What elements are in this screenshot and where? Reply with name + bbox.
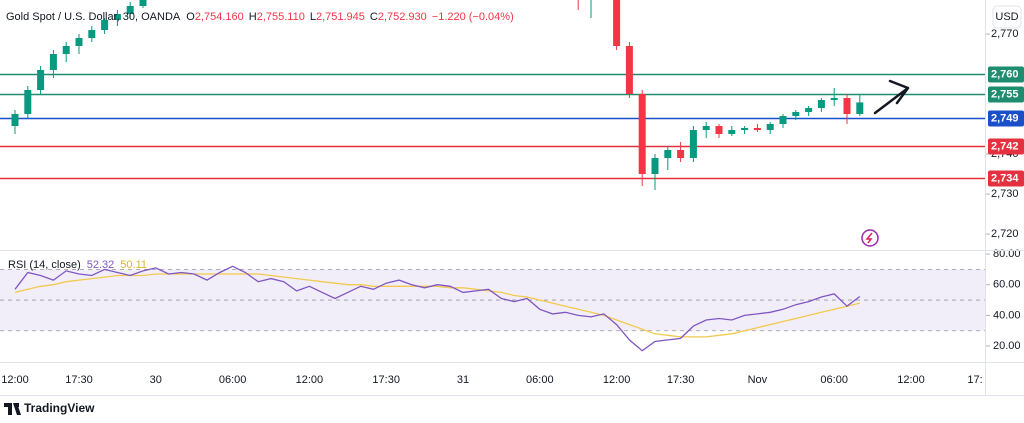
candle-body xyxy=(805,108,813,112)
level-label: 2,760 xyxy=(991,68,1019,80)
ohlc-value: 2,751.945 xyxy=(316,11,365,23)
brand-logo xyxy=(4,403,21,415)
event-icon-bolt xyxy=(865,232,873,244)
level-label-bg xyxy=(988,66,1024,83)
candle-body xyxy=(613,0,621,46)
candle-body xyxy=(753,128,761,130)
candle-body xyxy=(766,124,774,130)
candle-body xyxy=(651,158,659,174)
y-tick-label: 20.00 xyxy=(993,340,1021,352)
x-tick-label: 12:00 xyxy=(1,374,29,386)
candle-body xyxy=(49,54,57,70)
rsi-ma-value: 50.11 xyxy=(120,259,147,271)
header: Gold Spot / U.S. Dollar, 30, OANDA O2,754… xyxy=(6,11,514,23)
candle-body xyxy=(101,20,109,30)
ohlc-key: L xyxy=(310,11,316,23)
ohlc-value: 2,754.160 xyxy=(195,11,244,23)
rsi-value: 52.32 xyxy=(87,259,115,271)
y-tick-label: 2,730 xyxy=(991,188,1019,200)
candle-body xyxy=(88,30,96,38)
level-label-bg xyxy=(988,110,1024,127)
candle-body xyxy=(126,6,134,14)
candle-body xyxy=(62,46,70,54)
event-icon[interactable] xyxy=(861,229,879,247)
x-tick-label: 06:00 xyxy=(820,374,848,386)
candle-body xyxy=(843,98,851,114)
candle-body xyxy=(139,0,147,6)
candle-body xyxy=(664,150,672,158)
ohlc-key: H xyxy=(249,11,257,23)
rsi-legend: RSI (14, close) 52.32 50.11 xyxy=(8,259,147,271)
candle-body xyxy=(24,90,32,114)
level-label: 2,749 xyxy=(991,112,1019,124)
candle-body xyxy=(677,150,685,158)
x-tick-label: 12:00 xyxy=(603,374,631,386)
candle-body xyxy=(830,98,838,100)
candle-body xyxy=(37,70,45,90)
y-tick-label: 80.00 xyxy=(993,248,1021,260)
price-pane xyxy=(0,0,985,190)
candle-body xyxy=(715,126,723,134)
candle-body xyxy=(856,102,864,114)
x-tick-label: 17: xyxy=(967,374,982,386)
x-tick-label: 17:30 xyxy=(667,374,695,386)
ohlc-key: O xyxy=(186,11,195,23)
candle-body xyxy=(625,46,633,94)
level-label-bg xyxy=(988,170,1024,187)
level-label: 2,734 xyxy=(991,172,1019,184)
x-tick-label: 12:00 xyxy=(897,374,925,386)
rsi-line xyxy=(14,273,860,338)
x-tick-label: 17:30 xyxy=(65,374,93,386)
level-label: 2,742 xyxy=(991,140,1019,152)
currency-button[interactable] xyxy=(992,5,1022,29)
y-tick-label: 2,770 xyxy=(991,28,1019,40)
ohlc-value: 2,755.110 xyxy=(257,11,305,23)
x-tick-label: 06:00 xyxy=(526,374,554,386)
ohlc-value: 2,752.930 xyxy=(378,11,427,23)
candle-body xyxy=(779,116,787,124)
rsi-pane xyxy=(0,265,985,352)
candle-body xyxy=(741,128,749,130)
change: −1.220 (−0.04%) xyxy=(432,11,514,23)
level-label: 2,755 xyxy=(991,88,1019,100)
annotation-arrow xyxy=(873,79,910,115)
candle-body xyxy=(11,114,19,126)
candle-body xyxy=(638,94,646,174)
rsi-title: RSI (14, close) xyxy=(8,259,81,271)
candle-body xyxy=(113,14,121,20)
x-tick-label: Nov xyxy=(748,374,768,386)
currency[interactable]: USD xyxy=(995,11,1018,23)
candle-body xyxy=(728,130,736,134)
rsi-band xyxy=(0,269,985,331)
x-tick-label: 31 xyxy=(457,374,469,386)
candle-body xyxy=(75,38,83,46)
x-tick-label: 17:30 xyxy=(372,374,400,386)
x-tick-label: 06:00 xyxy=(219,374,247,386)
y-tick-label: 40.00 xyxy=(993,309,1021,321)
x-tick-label: 12:00 xyxy=(296,374,324,386)
candle-body xyxy=(817,100,825,108)
symbol: Gold Spot / U.S. Dollar, 30, OANDA xyxy=(6,11,181,23)
brand-name: TradingView xyxy=(24,401,95,415)
axes: 2,7702,7402,7302,72012:0017:303006:0012:… xyxy=(1,28,1024,386)
ohlc-key: C xyxy=(370,11,378,23)
y-tick-label: 60.00 xyxy=(993,279,1021,291)
candle-body xyxy=(689,130,697,158)
rsi-line xyxy=(14,265,861,352)
candle-body xyxy=(792,112,800,116)
level-label-bg xyxy=(988,86,1024,103)
level-label-bg xyxy=(988,138,1024,155)
y-tick-label: 2,720 xyxy=(991,228,1019,240)
candle-body xyxy=(702,126,710,130)
x-tick-label: 30 xyxy=(150,374,162,386)
